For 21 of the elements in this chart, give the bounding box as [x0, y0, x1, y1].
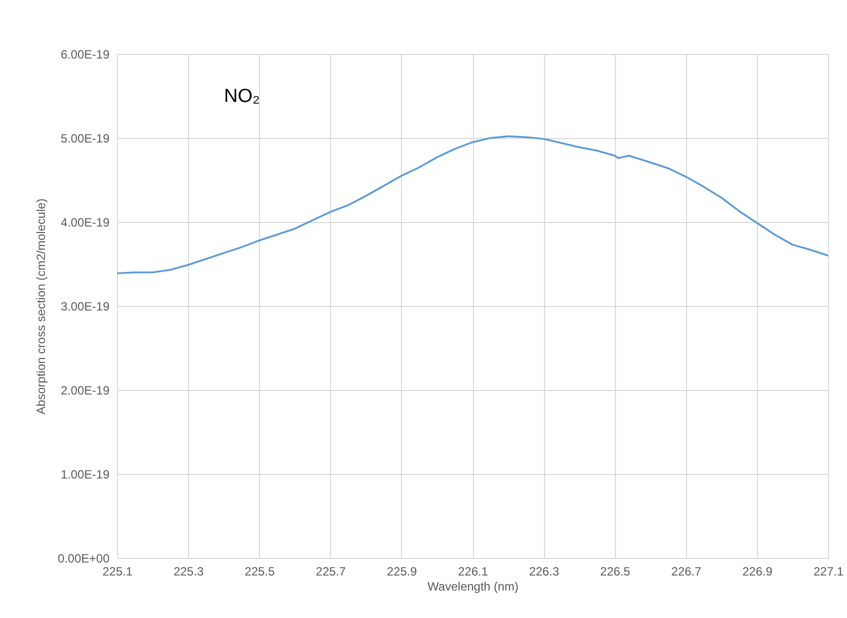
x-tick-label: 226.7 [671, 564, 702, 578]
y-tick-label: 2.00E-19 [60, 384, 110, 398]
y-tick-label: 1.00E-19 [60, 468, 110, 482]
x-tick-label: 225.1 [102, 564, 133, 578]
x-tick-label: 227.1 [813, 564, 844, 578]
x-axis-title: Wavelength (nm) [428, 580, 518, 594]
x-tick-label: 226.9 [742, 564, 773, 578]
x-tick-label: 225.9 [386, 564, 418, 578]
y-tick-label: 4.00E-19 [60, 216, 110, 230]
x-tick-label: 225.3 [174, 564, 204, 578]
y-tick-label: 3.00E-19 [60, 300, 110, 314]
x-tick-label: 226.5 [600, 564, 631, 578]
x-tick-label: 225.7 [316, 564, 346, 578]
x-tick-label: 226.1 [458, 564, 488, 578]
x-tick-label: 225.5 [244, 564, 276, 578]
y-tick-label: 6.00E-19 [60, 48, 110, 62]
y-axis-title: Absorption cross section (cm2/molecule) [34, 198, 48, 415]
y-tick-label: 0.00E+00 [58, 552, 110, 566]
annotation: NO₂ [224, 86, 260, 107]
x-tick-label: 226.3 [529, 564, 560, 578]
y-tick-label: 5.00E-19 [60, 132, 110, 146]
